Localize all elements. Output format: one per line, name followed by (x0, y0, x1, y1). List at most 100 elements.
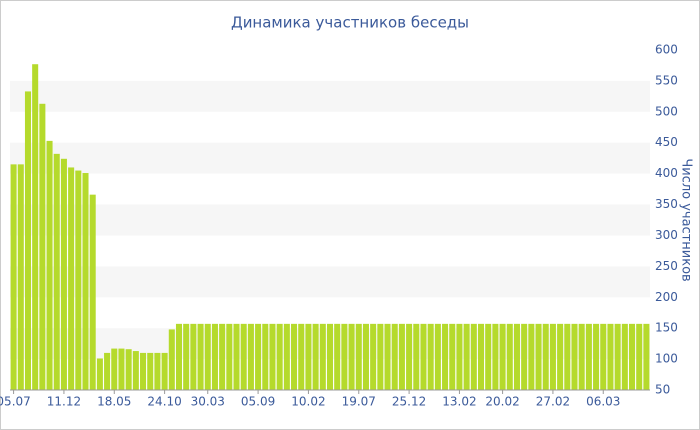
bar (118, 348, 125, 390)
bar (442, 323, 449, 390)
bar (111, 348, 118, 390)
bar (10, 164, 17, 390)
bar (593, 323, 600, 390)
bar (334, 323, 341, 390)
bar (32, 64, 39, 390)
bar (89, 194, 96, 390)
x-tick-label: 24.10 (147, 395, 181, 409)
bar (477, 323, 485, 390)
y-axis-label: Число участников (679, 158, 694, 281)
grid-band (10, 80, 650, 112)
bar (24, 91, 31, 390)
bar (283, 323, 290, 390)
bar (370, 323, 377, 390)
x-tick-label: 25.12 (392, 395, 426, 409)
bar (535, 323, 542, 390)
y-tick-label: 300 (655, 228, 678, 242)
bar (161, 352, 168, 390)
bar (168, 329, 175, 390)
bar (585, 323, 592, 390)
bar (521, 323, 528, 390)
bar (636, 323, 643, 390)
chart-title: Динамика участников беседы (231, 14, 469, 32)
bar (262, 323, 269, 390)
y-tick-label: 500 (655, 104, 678, 118)
x-tick-label: 10.02 (291, 395, 325, 409)
x-tick-label: 30.03 (191, 395, 225, 409)
bar (549, 323, 556, 390)
x-tick-label: 11.12 (47, 395, 81, 409)
bar (326, 323, 334, 390)
bar (39, 103, 46, 391)
bar (341, 323, 348, 390)
bar (75, 170, 82, 390)
x-tick-label: 20.02 (485, 395, 519, 409)
bar (607, 323, 614, 390)
bar (614, 323, 621, 390)
bar (528, 323, 535, 390)
bar (305, 323, 312, 390)
y-tick-label: 250 (655, 259, 678, 273)
bar (226, 323, 233, 390)
bar (82, 173, 89, 390)
bar (406, 323, 413, 390)
bar (434, 323, 441, 390)
grid-band (10, 266, 650, 298)
bar (564, 323, 571, 390)
x-tick-label: 27.02 (536, 395, 570, 409)
bar (104, 352, 111, 390)
x-tick-label: 05.09 (241, 395, 275, 409)
bar (125, 349, 132, 390)
bar (247, 323, 254, 390)
bar (132, 351, 139, 390)
bar (492, 323, 499, 390)
bar (46, 140, 53, 390)
bar (513, 323, 520, 390)
bar (557, 323, 564, 390)
bar (578, 323, 585, 390)
bar (96, 358, 103, 390)
bar (420, 323, 427, 390)
bar (53, 153, 60, 390)
bar (197, 323, 204, 390)
bar (140, 352, 147, 390)
bar (269, 323, 276, 390)
bar (154, 352, 161, 390)
bar (298, 323, 305, 390)
bar (211, 323, 218, 390)
bar (17, 164, 24, 390)
bar (183, 323, 190, 390)
bar (348, 323, 355, 390)
bar (355, 323, 362, 390)
bar (542, 323, 549, 390)
bar (204, 323, 211, 390)
bar (391, 323, 398, 390)
bar (600, 323, 607, 390)
bar (276, 323, 283, 390)
bar (190, 323, 197, 390)
bar (427, 323, 434, 390)
bar (377, 323, 384, 390)
bar (175, 323, 183, 390)
bar (506, 323, 513, 390)
y-tick-label: 450 (655, 135, 678, 149)
x-tick-label: 05.07 (0, 395, 31, 409)
bar (362, 323, 369, 390)
bar (312, 323, 319, 390)
x-tick-label: 19.07 (342, 395, 376, 409)
y-tick-label: 50 (655, 383, 670, 397)
y-tick-label: 150 (655, 321, 678, 335)
y-tick-label: 600 (655, 43, 678, 57)
bar (291, 323, 298, 390)
bar (319, 323, 326, 390)
bar (629, 323, 636, 390)
bar (60, 158, 67, 390)
bar (147, 352, 154, 390)
bar (240, 323, 247, 390)
bar (463, 323, 470, 390)
y-tick-label: 200 (655, 290, 678, 304)
bar (456, 323, 463, 390)
y-tick-label: 400 (655, 166, 678, 180)
bar (68, 167, 75, 390)
